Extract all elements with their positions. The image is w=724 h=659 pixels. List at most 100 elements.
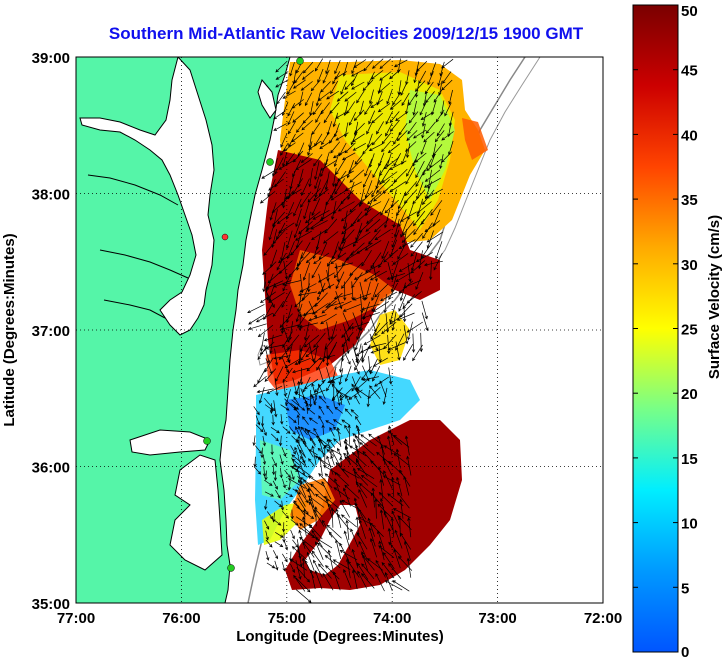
velocity-vector-arrow [314,133,323,147]
velocity-vector-arrow [342,222,348,242]
velocity-vector-arrow [274,348,279,366]
velocity-vector-arrow [325,301,344,309]
axes-frame [75,56,604,604]
velocity-vector-arrow [324,555,341,569]
velocity-vector-arrow [318,473,333,489]
velocity-vector-arrow [341,419,351,426]
velocity-vector-arrow [278,347,291,361]
velocity-vector-arrow [313,388,319,406]
velocity-vector-arrow [427,71,434,86]
velocity-vector-arrow [355,222,363,242]
velocity-vector-arrow [324,218,338,234]
velocity-vector-arrow [358,219,374,234]
velocity-vector-arrow [407,201,415,221]
velocity-vector-arrow [403,279,422,289]
velocity-vector-arrow [356,208,372,223]
velocity-vector-arrow [317,563,332,579]
y-tick-label: 36:00 [32,460,70,477]
velocity-vector-arrow [271,464,276,476]
velocity-vector-arrow [289,559,307,571]
velocity-vector-arrow [295,208,302,228]
velocity-vector-arrow [304,92,313,107]
velocity-vector-arrow [330,321,338,340]
velocity-vector-arrow [340,80,347,95]
velocity-vector-arrow [406,291,422,304]
velocity-vector-arrow [335,158,346,176]
velocity-vector-arrow [290,470,295,481]
velocity-vector-arrow [271,229,278,249]
velocity-vector-arrow [283,260,289,280]
velocity-vector-arrow [293,396,300,406]
velocity-vector-arrow [378,540,385,561]
velocity-vector-arrow [434,130,445,143]
velocity-vector-arrow [422,158,433,176]
velocity-vector-arrow [344,424,350,435]
velocity-vector-arrow [426,231,444,243]
velocity-vector-arrow [393,548,401,569]
velocity-vector-arrow [268,292,285,303]
velocity-vector-arrow [313,427,324,446]
velocity-vector-arrow [368,89,374,105]
velocity-vector-arrow [374,498,378,519]
velocity-vector-arrow [303,200,310,220]
velocity-vector-arrow [255,415,261,426]
velocity-vector-arrow [294,294,309,308]
velocity-vector-arrow [355,346,371,357]
velocity-vector-arrow [379,71,392,81]
velocity-vector-arrow [283,379,287,398]
velocity-vector-arrow [290,403,300,410]
velocity-vector-arrow [389,181,406,193]
velocity-vector-arrow [273,400,278,418]
velocity-vector-arrow [312,102,322,116]
colorbar-tick-label: 35 [681,192,698,209]
velocity-vector-arrow [366,133,373,149]
velocity-vector-arrow [342,62,348,77]
velocity-vector-arrow [339,394,343,405]
velocity-vector-arrow [418,70,427,85]
velocity-vector-arrow [339,456,343,468]
velocity-vector-arrow [309,101,314,117]
velocity-vector-arrow [370,252,382,269]
velocity-vector-arrow [435,109,445,123]
velocity-vector-arrow [303,302,318,317]
velocity-vector-arrow [356,90,365,104]
velocity-vector-arrow [295,488,306,507]
velocity-vector-arrow [441,131,454,141]
velocity-vector-arrow [385,123,393,137]
velocity-vector-arrow [347,181,355,201]
velocity-vector-arrow [308,458,315,467]
velocity-vector-arrow [267,270,283,284]
velocity-vector-arrow [365,218,381,232]
station-marker [266,158,274,166]
velocity-vector-arrow [323,496,340,510]
velocity-vector-arrow [382,387,388,405]
velocity-vector-arrow [334,478,342,498]
velocity-vector-arrow [295,589,312,603]
velocity-vector-arrow [252,435,256,447]
velocity-vector-arrow [384,580,403,591]
velocity-vector-arrow [279,467,283,479]
velocity-vector-arrow [352,142,366,151]
x-tick-labels: 77:00 76:00 75:00 74:00 73:00 72:00 [57,610,622,627]
velocity-vector-arrow [262,425,267,437]
velocity-vector-arrow [288,133,296,148]
velocity-vector-arrow [265,344,285,350]
river-3 [103,299,166,319]
velocity-vector-arrow [376,451,392,466]
velocity-vector-arrow [352,438,360,458]
velocity-vector-arrow [406,130,418,142]
velocity-vector-arrow [420,242,433,259]
velocity-vector-arrow [275,489,281,499]
velocity-vector-arrow [403,475,410,496]
velocity-vector-arrow [433,89,443,103]
velocity-vector-arrow [324,171,330,191]
velocity-vector-arrow [300,242,311,260]
velocity-vector-arrow [388,563,402,579]
velocity-vector-arrow [272,512,276,523]
velocity-vector-arrow [369,522,384,538]
velocity-vector-arrow [390,189,397,209]
velocity-vector-arrow [441,58,454,69]
velocity-vector-arrow [287,111,295,126]
x-tick-label: 77:00 [57,610,95,627]
velocity-vector-arrow [372,58,384,69]
